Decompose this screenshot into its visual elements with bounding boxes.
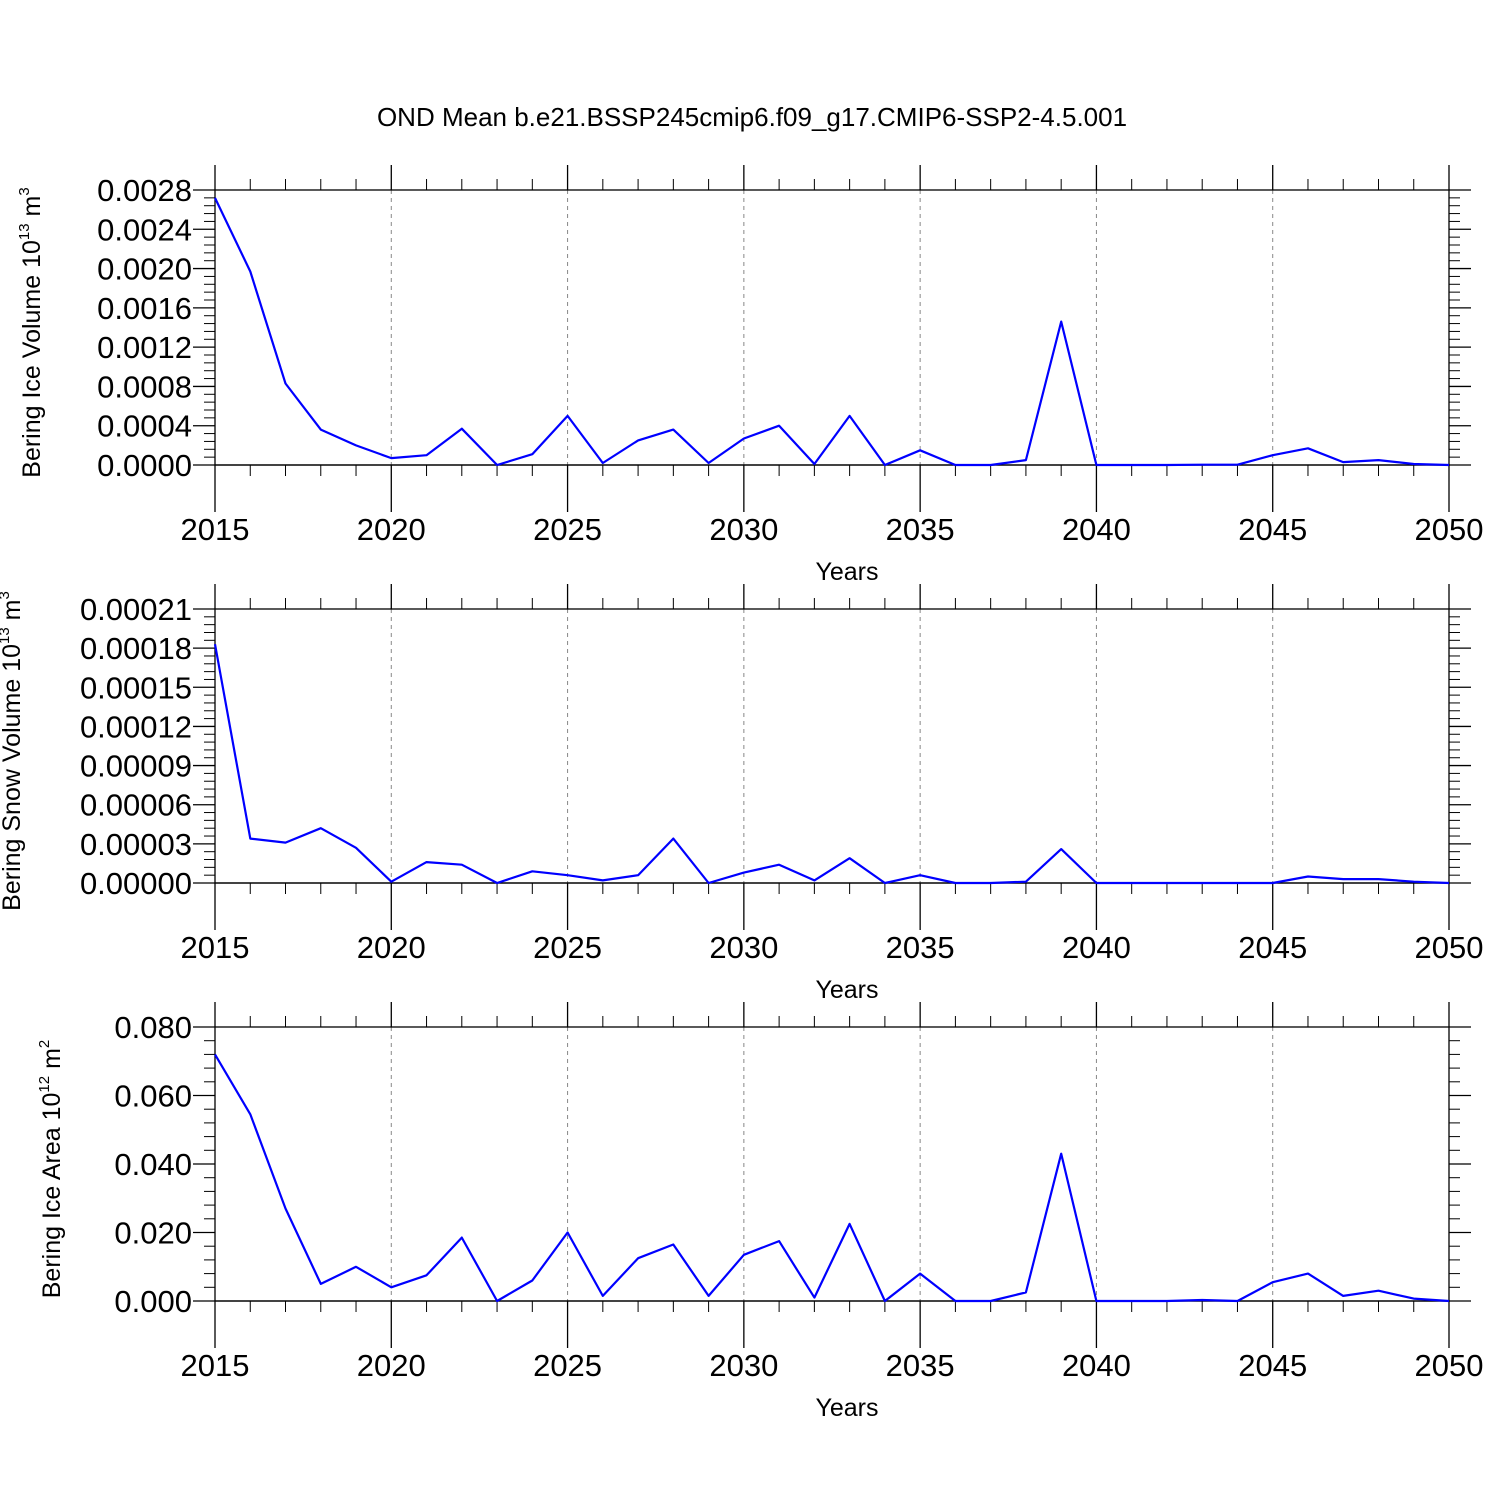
y-axis-title-unit: m [38, 1048, 66, 1076]
y-tick-label: 0.0008 [97, 369, 192, 404]
y-tick-label: 0.0028 [97, 173, 192, 208]
x-tick-label: 2020 [357, 512, 426, 547]
x-tick-label: 2050 [1415, 512, 1484, 547]
y-axis-title-text: Bering Snow Volume 10 [0, 644, 26, 911]
x-tick-label: 2025 [533, 930, 602, 965]
y-tick-label: 0.060 [114, 1079, 192, 1114]
y-tick-label: 0.00006 [80, 788, 192, 823]
y-tick-label: 0.0012 [97, 330, 192, 365]
y-tick-label: 0.0020 [97, 252, 192, 287]
chart-panel-2: 2015 2020 2025 2030 2035 2040 2045 2050 0.00000 0… [0, 584, 1483, 1004]
x-axis-title: Years [815, 1394, 878, 1422]
x-tick-label: 2025 [533, 512, 602, 547]
y-axis-title-unit-exponent: 2 [36, 1040, 53, 1048]
y-tick-label: 0.00015 [80, 670, 192, 705]
x-tick-label: 2050 [1415, 930, 1484, 965]
plot-frame [214, 608, 1450, 884]
x-tick-label: 2045 [1238, 1348, 1307, 1383]
x-tick-label: 2020 [357, 1348, 426, 1383]
chart-panel-3: 2015 2020 2025 2030 2035 2040 2045 2050 0.000 0.0… [36, 1002, 1483, 1422]
y-tick-label: 0.0016 [97, 291, 192, 326]
y-tick-label: 0.00003 [80, 827, 192, 862]
y-tick-label: 0.00009 [80, 749, 192, 784]
x-tick-label: 2015 [181, 512, 250, 547]
y-axis-title-text: Bering Ice Area 10 [38, 1093, 66, 1299]
y-axis-title-unit-exponent: 3 [16, 187, 33, 195]
chart-panel-1: 2015 2020 2025 2030 2035 2040 2045 2050 0.0000 0.… [16, 165, 1483, 586]
x-axis-title: Years [815, 976, 878, 1004]
y-axis-title-exponent: 13 [0, 627, 13, 644]
x-tick-label: 2025 [533, 1348, 602, 1383]
x-tick-label: 2030 [709, 1348, 778, 1383]
x-tick-label: 2040 [1062, 930, 1131, 965]
y-tick-label: 0.020 [114, 1216, 192, 1251]
x-tick-label: 2030 [709, 512, 778, 547]
y-tick-label: 0.00012 [80, 709, 192, 744]
series-line [214, 197, 1450, 467]
y-tick-label: 0.0004 [97, 409, 192, 444]
y-axis-title-unit-exponent: 3 [0, 591, 13, 599]
x-tick-label: 2035 [886, 1348, 955, 1383]
x-tick-label: 2040 [1062, 1348, 1131, 1383]
y-tick-label: 0.000 [114, 1284, 192, 1319]
chart-title: OND Mean b.e21.BSSP245cmip6.f09_g17.CMIP… [377, 102, 1127, 132]
y-tick-label: 0.0000 [97, 448, 192, 483]
y-tick-label: 0.080 [114, 1010, 192, 1045]
y-axis-title-unit: m [0, 600, 26, 628]
x-tick-label: 2020 [357, 930, 426, 965]
y-tick-label: 0.00021 [80, 592, 192, 627]
y-axis-title-text: Bering Ice Volume 10 [18, 240, 46, 478]
y-tick-label: 0.00018 [80, 631, 192, 666]
y-axis-title-exponent: 12 [36, 1076, 53, 1093]
y-axis-title-exponent: 13 [16, 223, 33, 240]
x-tick-label: 2035 [886, 930, 955, 965]
y-axis-title: Bering Snow Volume 1013 m3 [0, 591, 26, 911]
y-tick-label: 0.040 [114, 1147, 192, 1182]
x-tick-label: 2040 [1062, 512, 1131, 547]
x-tick-label: 2015 [181, 930, 250, 965]
series-line [213, 644, 1450, 885]
series-line [214, 1053, 1450, 1303]
y-axis-title: Bering Ice Volume 1013 m3 [16, 187, 46, 477]
y-tick-label: 0.0024 [97, 212, 192, 247]
x-tick-label: 2035 [886, 512, 955, 547]
x-tick-label: 2045 [1238, 512, 1307, 547]
x-tick-label: 2030 [709, 930, 778, 965]
x-tick-label: 2045 [1238, 930, 1307, 965]
y-axis-title: Bering Ice Area 1012 m2 [36, 1040, 66, 1299]
x-axis-title: Years [815, 558, 878, 586]
y-tick-label: 0.00000 [80, 866, 192, 901]
x-tick-label: 2015 [181, 1348, 250, 1383]
plot-frame [214, 189, 1450, 466]
y-axis-title-unit: m [18, 196, 46, 224]
x-tick-label: 2050 [1415, 1348, 1484, 1383]
